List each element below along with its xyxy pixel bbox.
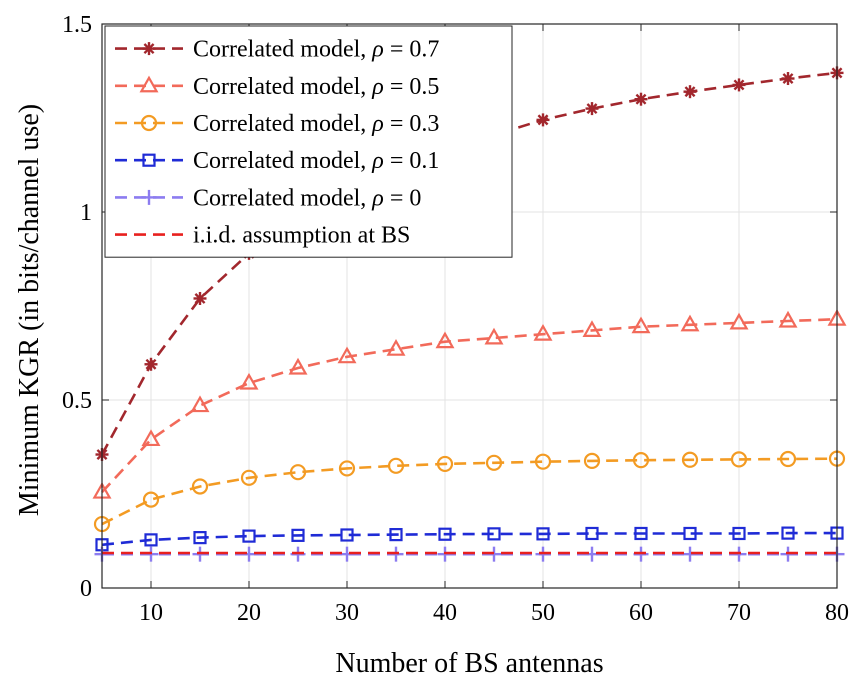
data-point: [142, 491, 160, 508]
data-point: [386, 339, 406, 356]
legend-marker: [140, 114, 158, 132]
x-axis-label: Number of BS antennas: [335, 648, 603, 679]
series-line: [101, 531, 837, 547]
x-tick-label: 80: [825, 600, 849, 626]
legend-label: Correlated model, ρ = 0.5: [193, 74, 439, 100]
legend-label: Correlated model, ρ = 0.1: [193, 148, 439, 174]
series-1: [92, 308, 847, 499]
series-3: [95, 526, 844, 552]
legend-marker: [142, 42, 156, 56]
data-point: [193, 291, 207, 305]
data-point: [435, 331, 455, 349]
data-point: [190, 395, 210, 413]
data-point: [239, 372, 259, 390]
data-point: [779, 450, 797, 468]
x-tick-label: 60: [629, 600, 653, 626]
legend-label: Correlated model, ρ = 0.3: [193, 111, 439, 137]
x-tick-label: 10: [139, 600, 163, 626]
series-line: [101, 317, 838, 493]
data-point: [389, 528, 403, 542]
y-tick-label: 0.5: [62, 388, 92, 414]
data-point: [291, 528, 305, 542]
series-2: [93, 450, 846, 533]
x-tick-label: 40: [433, 600, 457, 626]
data-point: [781, 72, 795, 86]
y-tick-label: 1.5: [62, 12, 92, 38]
y-tick-label: 0: [80, 576, 92, 602]
data-point: [387, 457, 405, 474]
data-point: [729, 312, 749, 330]
legend-box: [104, 25, 513, 258]
data-point: [288, 357, 308, 375]
data-point: [191, 478, 209, 495]
plot-frame: [101, 23, 838, 589]
data-point: [536, 113, 550, 127]
legend-marker: [141, 189, 157, 205]
legend-entry: Correlated model, ρ = 0.3: [115, 111, 439, 137]
data-point: [680, 314, 700, 332]
tick-marks: [102, 23, 838, 589]
data-point: [338, 460, 356, 477]
data-point: [484, 327, 504, 345]
data-point: [632, 452, 650, 469]
x-tick-label: 30: [335, 600, 359, 626]
y-axis-label: Minimum KGR (in bits/channel use): [14, 104, 45, 516]
legend-entry: Correlated model, ρ = 0.7: [115, 37, 439, 63]
data-point: [634, 92, 648, 106]
data-point: [485, 454, 503, 471]
x-tick-labels: 10 20 30 40 50 60 70 80: [139, 600, 849, 626]
data-point: [144, 357, 158, 371]
data-point: [631, 316, 651, 334]
legend-label: i.i.d. assumption at BS: [193, 223, 410, 249]
data-point: [681, 451, 699, 468]
data-point: [487, 527, 501, 541]
data-point: [585, 102, 599, 116]
data-point: [141, 429, 161, 447]
data-point: [436, 455, 454, 473]
legend: Correlated model, ρ = 0.7 Correlated mode…: [104, 25, 513, 258]
x-tick-label: 50: [531, 600, 555, 626]
data-point: [582, 320, 602, 337]
data-point: [781, 526, 795, 540]
data-point: [144, 533, 158, 547]
data-point: [533, 323, 553, 341]
data-point: [337, 346, 357, 364]
legend-marker: [139, 75, 159, 93]
data-point: [289, 464, 307, 481]
data-point: [585, 526, 599, 541]
data-point: [340, 528, 354, 542]
data-point: [536, 527, 550, 541]
y-tick-label: 1: [80, 200, 92, 226]
data-point: [583, 452, 601, 470]
legend-entry: i.i.d. assumption at BS: [115, 223, 410, 249]
data-point: [732, 78, 746, 92]
legend-entry: Correlated model, ρ = 0.1: [115, 148, 439, 174]
data-point: [240, 469, 258, 486]
legend-entry: Correlated model, ρ = 0.5: [115, 74, 439, 100]
legend-label: Correlated model, ρ = 0.7: [193, 37, 439, 63]
legend-label: Correlated model, ρ = 0: [193, 185, 421, 211]
data-point: [683, 85, 697, 99]
data-point: [683, 526, 697, 541]
data-point: [730, 451, 748, 468]
legend-marker: [142, 153, 156, 167]
x-tick-label: 20: [237, 600, 261, 626]
data-point: [193, 531, 207, 545]
data-point: [534, 453, 552, 470]
data-point: [778, 310, 798, 328]
data-point: [732, 526, 746, 541]
y-tick-labels: 0 0.5 1 1.5: [62, 12, 92, 602]
x-tick-label: 70: [727, 600, 751, 626]
legend-entry: Correlated model, ρ = 0: [115, 185, 421, 211]
data-point: [438, 527, 452, 541]
legend-items: Correlated model, ρ = 0.7 Correlated mode…: [115, 37, 439, 249]
data-point: [634, 526, 648, 541]
data-point: [242, 529, 256, 543]
series-line: [101, 457, 838, 526]
